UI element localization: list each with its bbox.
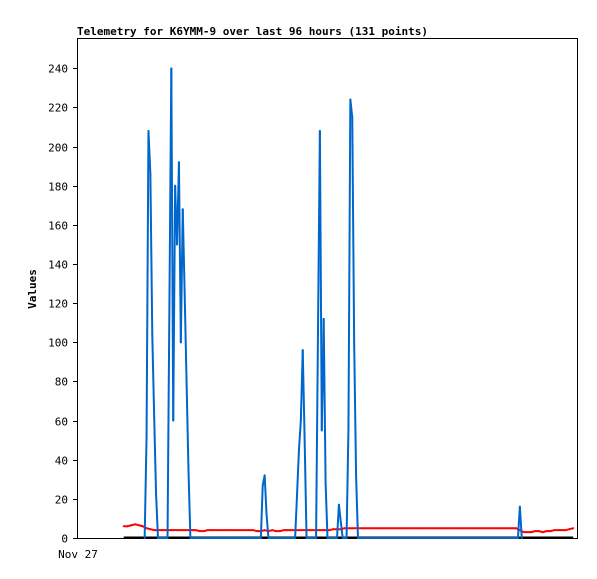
series-0-segment — [303, 439, 308, 539]
series-0-segment — [339, 521, 344, 539]
chart-title: Telemetry for K6YMM-9 over last 96 hours… — [77, 25, 428, 38]
series-0-segment — [155, 493, 159, 539]
series-0-segment — [355, 474, 359, 539]
series-1 — [122, 523, 575, 534]
y-tick-label: 200 — [48, 142, 68, 155]
y-tick-label: 220 — [48, 102, 68, 115]
series-0-segment — [518, 505, 523, 539]
series-0-segment — [263, 474, 268, 516]
series-0-segment — [185, 380, 190, 471]
y-tick-label: 120 — [48, 298, 68, 311]
series-0-segment — [166, 302, 171, 539]
y-tick-label: 100 — [48, 337, 68, 350]
x-tick-label: Nov 27 — [58, 548, 98, 561]
series-0-segment — [265, 513, 270, 539]
series-0-segment — [183, 292, 188, 383]
series-0-segment — [315, 331, 319, 539]
series-0-segment — [149, 173, 154, 336]
series-0-segment — [324, 482, 329, 539]
series-0-segment — [322, 317, 327, 485]
y-tick-label: 80 — [55, 376, 68, 389]
y-tick-label: 0 — [61, 533, 68, 546]
series-0-segment — [351, 116, 356, 344]
y-tick-label: 20 — [55, 494, 68, 507]
series-0-segment — [347, 98, 352, 430]
y-tick-label: 240 — [48, 63, 68, 76]
series-0-segment — [294, 493, 299, 539]
series-0-segment — [187, 468, 192, 539]
y-tick-label: 160 — [48, 220, 68, 233]
x-axis: Nov 27 — [58, 548, 98, 561]
y-axis-label: Values — [26, 269, 39, 309]
y-tick-label: 40 — [55, 455, 68, 468]
series-0-segment — [151, 333, 156, 418]
series-0-segment — [296, 448, 300, 496]
series-layer — [122, 67, 575, 539]
series-0-segment — [353, 341, 358, 477]
series-0-segment — [147, 129, 152, 176]
series-0-segment — [349, 98, 354, 119]
series-0-segment — [143, 435, 148, 539]
series-0-segment — [145, 129, 150, 438]
plot-area — [77, 38, 578, 539]
series-0-segment — [301, 349, 306, 442]
y-axis: 0 20 40 60 80 100 120 140 160 180 200 220 240 — [48, 63, 78, 546]
series-0-segment — [153, 415, 158, 496]
series-0-segment — [172, 184, 177, 422]
y-tick-label: 60 — [55, 416, 68, 429]
series-0-segment — [345, 427, 350, 539]
series-1-segment — [568, 527, 575, 531]
series-0-segment — [181, 208, 186, 295]
series-0-segment — [318, 129, 323, 432]
series-0-segment — [297, 419, 302, 451]
series-0-segment — [337, 503, 342, 524]
series-0-segment — [259, 484, 264, 539]
y-tick-label: 140 — [48, 259, 68, 272]
y-tick-label: 180 — [48, 181, 68, 194]
series-0 — [143, 67, 523, 539]
